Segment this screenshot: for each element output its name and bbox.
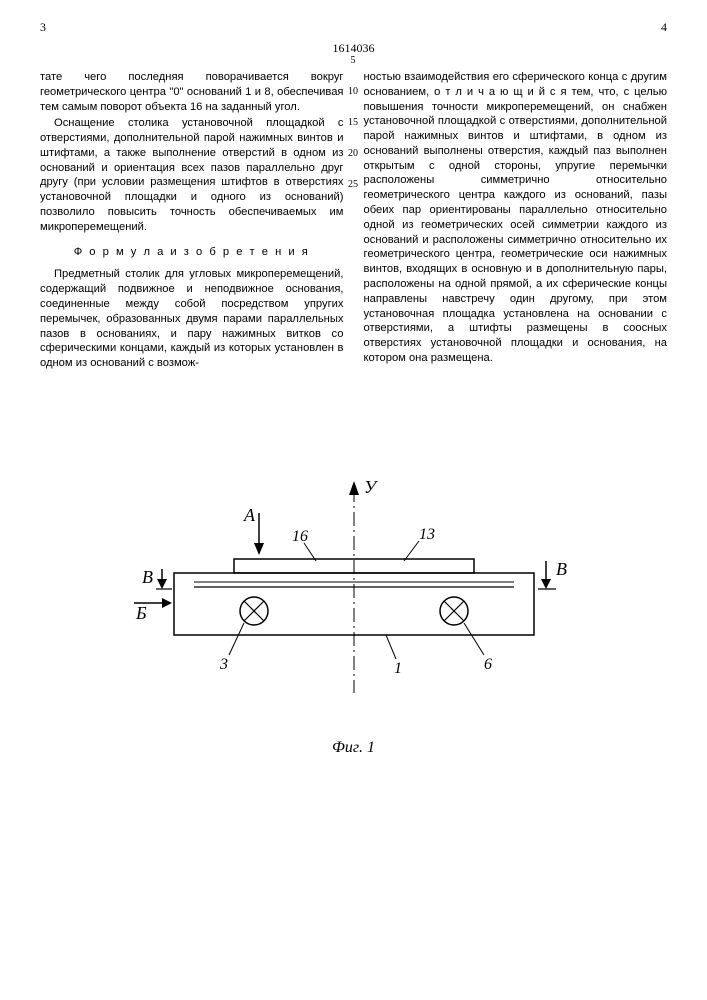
- label-A: А: [243, 505, 256, 525]
- label-B: Б: [135, 603, 147, 623]
- ruler-mark: 5: [348, 56, 358, 66]
- ruler-mark: 20: [348, 149, 358, 159]
- leader-13: [404, 541, 419, 561]
- arrow-b-head: [162, 598, 172, 608]
- arrow-v-right-head: [541, 579, 551, 589]
- figure-caption: Фиг. 1: [40, 739, 667, 757]
- line-number-ruler: 5 10 15 20 25: [348, 56, 358, 211]
- page-header: 3 4: [40, 20, 667, 35]
- page-num-right: 4: [661, 20, 667, 35]
- arrow-a-head: [254, 543, 264, 555]
- label-V-right: В: [556, 559, 567, 579]
- leader-6: [464, 623, 484, 655]
- label-V-left: В: [142, 567, 153, 587]
- label-3: 3: [219, 656, 228, 673]
- leader-3: [229, 623, 244, 655]
- ruler-mark: 25: [348, 180, 358, 190]
- leader-1: [386, 635, 396, 659]
- figure-svg: У А В: [84, 433, 624, 733]
- label-16: 16: [292, 528, 308, 545]
- y-axis-arrowhead: [349, 481, 359, 495]
- left-p2: Оснащение столика установочной площадкой…: [40, 116, 344, 234]
- y-axis-label: У: [364, 477, 378, 497]
- label-13: 13: [419, 526, 435, 543]
- left-p3: Предметный столик для угловых микроперем…: [40, 267, 344, 370]
- right-p1: ностью взаимодействия его сферического к…: [364, 70, 668, 366]
- label-6: 6: [484, 656, 492, 673]
- left-column: тате чего последняя поворачивается вокру…: [40, 70, 344, 373]
- formula-title: Ф о р м у л а и з о б р е т е н и я: [40, 245, 344, 260]
- figure-1: У А В: [40, 433, 667, 843]
- arrow-v-left-head: [157, 579, 167, 589]
- left-p1: тате чего последняя поворачивается вокру…: [40, 70, 344, 114]
- page-num-left: 3: [40, 20, 46, 35]
- ruler-mark: 15: [348, 118, 358, 128]
- patent-number: 1614036: [40, 41, 667, 56]
- right-column: ностью взаимодействия его сферического к…: [364, 70, 668, 373]
- label-1: 1: [394, 660, 402, 677]
- ruler-mark: 10: [348, 87, 358, 97]
- patent-page: 3 4 1614036 5 10 15 20 25 тате чего посл…: [0, 0, 707, 1000]
